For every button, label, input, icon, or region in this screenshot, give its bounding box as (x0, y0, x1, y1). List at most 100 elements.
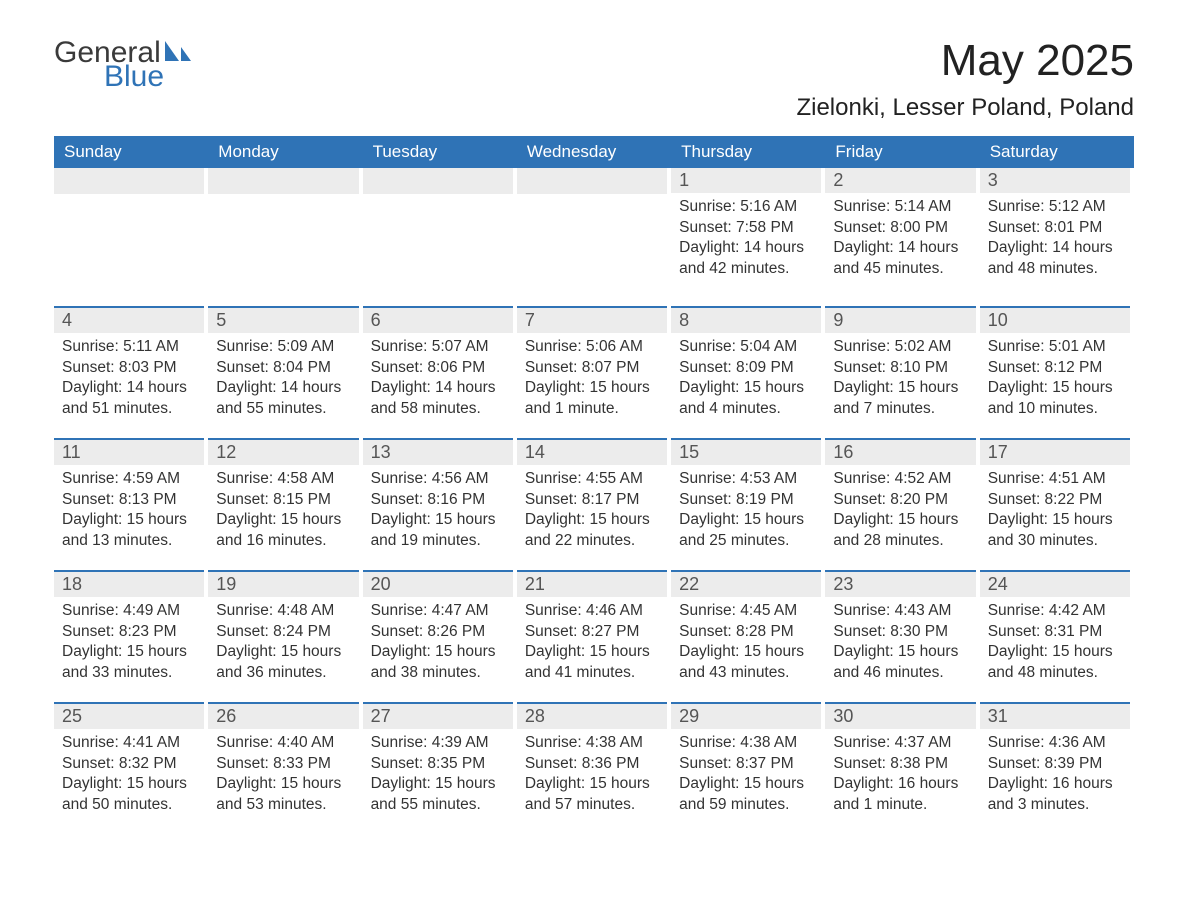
day-cell: 6 Sunrise: 5:07 AMSunset: 8:06 PMDaylight… (363, 300, 517, 432)
day-sunrise: Sunrise: 5:02 AM (833, 337, 967, 357)
day-sunrise: Sunrise: 4:41 AM (62, 733, 196, 753)
day-cell (208, 168, 362, 300)
day-day1: Daylight: 15 hours (525, 774, 659, 794)
day-body: Sunrise: 4:58 AMSunset: 8:15 PMDaylight:… (208, 465, 358, 551)
day-day2: and 51 minutes. (62, 399, 196, 419)
day-day2: and 33 minutes. (62, 663, 196, 683)
day-body: Sunrise: 4:41 AMSunset: 8:32 PMDaylight:… (54, 729, 204, 815)
day-day1: Daylight: 14 hours (62, 378, 196, 398)
day-number: 1 (671, 168, 821, 193)
day-sunset: Sunset: 8:13 PM (62, 490, 196, 510)
day-sunset: Sunset: 8:23 PM (62, 622, 196, 642)
day-body: Sunrise: 5:01 AMSunset: 8:12 PMDaylight:… (980, 333, 1130, 419)
day-number: 25 (54, 702, 204, 729)
day-number: 9 (825, 306, 975, 333)
day-number (208, 168, 358, 194)
day-number: 14 (517, 438, 667, 465)
day-number: 6 (363, 306, 513, 333)
day-number: 20 (363, 570, 513, 597)
day-day1: Daylight: 15 hours (525, 378, 659, 398)
day-day1: Daylight: 14 hours (371, 378, 505, 398)
day-day1: Daylight: 15 hours (833, 642, 967, 662)
weekday-tuesday: Tuesday (363, 136, 517, 168)
logo-sail-icon (165, 39, 195, 65)
weekday-wednesday: Wednesday (517, 136, 671, 168)
day-sunrise: Sunrise: 4:38 AM (679, 733, 813, 753)
day-body: Sunrise: 5:11 AMSunset: 8:03 PMDaylight:… (54, 333, 204, 419)
day-day2: and 48 minutes. (988, 663, 1122, 683)
day-cell: 15Sunrise: 4:53 AMSunset: 8:19 PMDayligh… (671, 432, 825, 564)
day-day2: and 42 minutes. (679, 259, 813, 279)
day-number: 24 (980, 570, 1130, 597)
day-sunrise: Sunrise: 5:04 AM (679, 337, 813, 357)
day-day2: and 53 minutes. (216, 795, 350, 815)
day-day1: Daylight: 14 hours (833, 238, 967, 258)
day-sunset: Sunset: 8:16 PM (371, 490, 505, 510)
day-cell: 14Sunrise: 4:55 AMSunset: 8:17 PMDayligh… (517, 432, 671, 564)
day-sunset: Sunset: 8:30 PM (833, 622, 967, 642)
day-cell: 11Sunrise: 4:59 AMSunset: 8:13 PMDayligh… (54, 432, 208, 564)
day-sunrise: Sunrise: 5:07 AM (371, 337, 505, 357)
day-body: Sunrise: 4:45 AMSunset: 8:28 PMDaylight:… (671, 597, 821, 683)
day-sunrise: Sunrise: 4:40 AM (216, 733, 350, 753)
day-day1: Daylight: 15 hours (679, 510, 813, 530)
day-day2: and 30 minutes. (988, 531, 1122, 551)
day-body: Sunrise: 4:53 AMSunset: 8:19 PMDaylight:… (671, 465, 821, 551)
day-day2: and 1 minute. (525, 399, 659, 419)
day-sunset: Sunset: 8:07 PM (525, 358, 659, 378)
day-cell (54, 168, 208, 300)
day-day1: Daylight: 15 hours (679, 378, 813, 398)
day-sunset: Sunset: 8:10 PM (833, 358, 967, 378)
day-day2: and 59 minutes. (679, 795, 813, 815)
day-day1: Daylight: 15 hours (833, 378, 967, 398)
day-cell: 20Sunrise: 4:47 AMSunset: 8:26 PMDayligh… (363, 564, 517, 696)
day-sunset: Sunset: 7:58 PM (679, 218, 813, 238)
day-cell: 29Sunrise: 4:38 AMSunset: 8:37 PMDayligh… (671, 696, 825, 828)
day-number: 8 (671, 306, 821, 333)
day-day1: Daylight: 15 hours (988, 510, 1122, 530)
day-day1: Daylight: 15 hours (62, 510, 196, 530)
day-body: Sunrise: 4:56 AMSunset: 8:16 PMDaylight:… (363, 465, 513, 551)
day-sunset: Sunset: 8:01 PM (988, 218, 1122, 238)
day-sunrise: Sunrise: 4:51 AM (988, 469, 1122, 489)
day-number: 18 (54, 570, 204, 597)
day-day2: and 55 minutes. (216, 399, 350, 419)
day-sunset: Sunset: 8:19 PM (679, 490, 813, 510)
day-sunset: Sunset: 8:06 PM (371, 358, 505, 378)
day-cell: 25Sunrise: 4:41 AMSunset: 8:32 PMDayligh… (54, 696, 208, 828)
day-sunrise: Sunrise: 5:16 AM (679, 197, 813, 217)
day-sunset: Sunset: 8:03 PM (62, 358, 196, 378)
week-row: 11Sunrise: 4:59 AMSunset: 8:13 PMDayligh… (54, 432, 1134, 564)
day-cell (363, 168, 517, 300)
day-day1: Daylight: 15 hours (371, 642, 505, 662)
weekday-saturday: Saturday (980, 136, 1134, 168)
day-sunrise: Sunrise: 4:53 AM (679, 469, 813, 489)
day-cell: 12Sunrise: 4:58 AMSunset: 8:15 PMDayligh… (208, 432, 362, 564)
day-sunset: Sunset: 8:27 PM (525, 622, 659, 642)
day-sunrise: Sunrise: 4:49 AM (62, 601, 196, 621)
day-day1: Daylight: 16 hours (833, 774, 967, 794)
day-day2: and 38 minutes. (371, 663, 505, 683)
day-day1: Daylight: 15 hours (988, 642, 1122, 662)
day-day2: and 41 minutes. (525, 663, 659, 683)
day-sunset: Sunset: 8:37 PM (679, 754, 813, 774)
day-body: Sunrise: 4:46 AMSunset: 8:27 PMDaylight:… (517, 597, 667, 683)
day-body: Sunrise: 4:37 AMSunset: 8:38 PMDaylight:… (825, 729, 975, 815)
day-sunrise: Sunrise: 4:42 AM (988, 601, 1122, 621)
day-cell: 22Sunrise: 4:45 AMSunset: 8:28 PMDayligh… (671, 564, 825, 696)
day-number: 10 (980, 306, 1130, 333)
day-sunrise: Sunrise: 4:45 AM (679, 601, 813, 621)
day-number (363, 168, 513, 194)
day-cell: 1Sunrise: 5:16 AMSunset: 7:58 PMDaylight… (671, 168, 825, 300)
week-row: 25Sunrise: 4:41 AMSunset: 8:32 PMDayligh… (54, 696, 1134, 828)
day-sunrise: Sunrise: 4:43 AM (833, 601, 967, 621)
day-body: Sunrise: 5:14 AMSunset: 8:00 PMDaylight:… (825, 193, 975, 279)
day-number: 27 (363, 702, 513, 729)
day-body: Sunrise: 5:06 AMSunset: 8:07 PMDaylight:… (517, 333, 667, 419)
day-day1: Daylight: 15 hours (216, 774, 350, 794)
weekday-header: Sunday Monday Tuesday Wednesday Thursday… (54, 136, 1134, 168)
day-day2: and 48 minutes. (988, 259, 1122, 279)
page: General Blue May 2025 Zielonki, Lesser P… (0, 0, 1188, 848)
day-number: 26 (208, 702, 358, 729)
day-sunrise: Sunrise: 4:52 AM (833, 469, 967, 489)
